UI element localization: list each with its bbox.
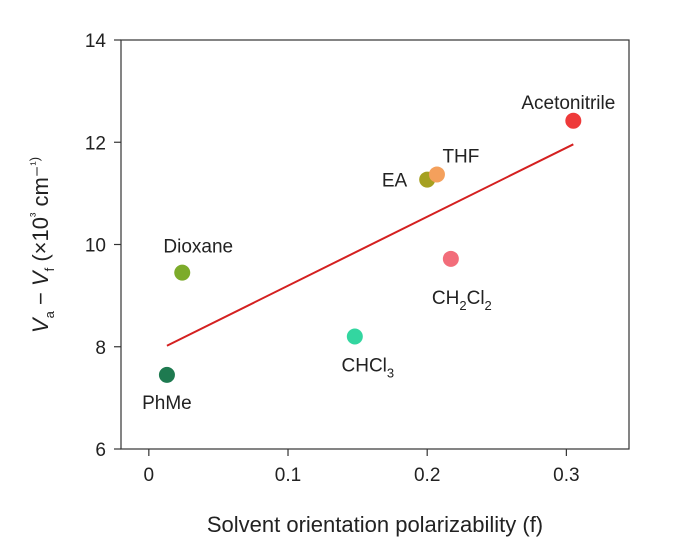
y-title-part: V (28, 269, 53, 286)
x-axis-title: Solvent orientation polarizability (f) (207, 512, 543, 537)
y-axis-title: Va − Vf (×10³ cm⁻¹) (27, 157, 57, 333)
y-tick-label: 14 (85, 31, 107, 52)
y-title-part: ³ (27, 212, 42, 217)
x-tick-label: 0.3 (553, 465, 579, 486)
axis-ticks: 0 0.1 0.2 0.3 6 8 10 12 14 (85, 31, 580, 486)
point-label-acetonitrile: Acetonitrile (521, 93, 615, 114)
y-title-part: V (28, 316, 53, 333)
y-tick-label: 10 (85, 236, 106, 257)
x-tick-label: 0.1 (275, 465, 301, 486)
point-label-phme: PhMe (142, 393, 192, 414)
point-label-text: Cl (467, 288, 485, 309)
point-label-text: CHCl (342, 356, 387, 377)
y-title-part: (×10 (28, 217, 53, 268)
point-label-dioxane: Dioxane (163, 237, 233, 258)
data-point-acetonitrile (565, 112, 582, 129)
x-tick-label: 0 (144, 465, 155, 486)
point-label-ch2cl2: CH2Cl2 (432, 288, 492, 313)
fit-line (166, 143, 574, 347)
y-title-part: − (28, 286, 53, 311)
y-title-part: f (42, 267, 57, 271)
point-label-thf: THF (442, 146, 479, 167)
point-label-text: Acetonitrile (521, 93, 615, 114)
data-point-phme (158, 366, 175, 383)
y-title-part: a (42, 310, 57, 318)
y-tick-label: 12 (85, 133, 106, 154)
x-tick-label: 0.2 (414, 465, 440, 486)
point-label-ea: EA (382, 171, 408, 192)
point-label-subscript: 2 (459, 298, 466, 313)
data-point-thf (428, 166, 445, 183)
y-tick-label: 6 (95, 440, 106, 461)
point-label-text: EA (382, 171, 408, 192)
point-label-text: THF (442, 146, 479, 167)
point-label-chcl3: CHCl3 (342, 356, 395, 381)
x-axis-title-text: Solvent orientation polarizability (f) (207, 512, 543, 537)
fit-line-layer (166, 143, 574, 347)
y-title-part: ¹) (27, 157, 42, 166)
data-point-dioxane (174, 264, 191, 281)
point-label-subscript: 3 (387, 366, 394, 381)
point-label-text: CH (432, 288, 459, 309)
y-title-part: cm⁻ (28, 166, 53, 213)
data-point-ch2cl2 (442, 250, 459, 267)
y-tick-label: 8 (95, 338, 106, 359)
point-label-text: Dioxane (163, 237, 233, 258)
point-label-subscript: 2 (485, 298, 492, 313)
data-point-chcl3 (346, 328, 363, 345)
point-label-text: PhMe (142, 393, 192, 414)
